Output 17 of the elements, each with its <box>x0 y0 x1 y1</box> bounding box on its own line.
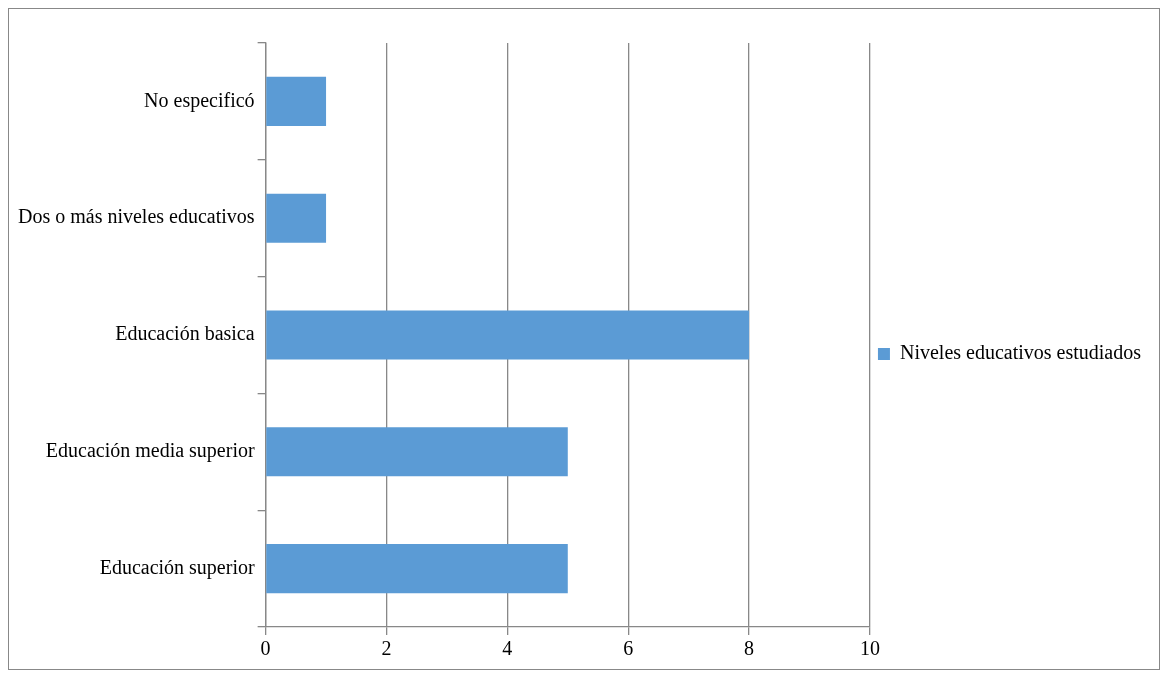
y-tick-label: Educación media superior <box>45 439 255 463</box>
bar <box>266 427 568 477</box>
bar <box>266 76 327 126</box>
y-tick-label: Dos o más niveles educativos <box>18 205 255 228</box>
x-tick-label: 10 <box>859 637 880 660</box>
y-tick-label: Educación basica <box>115 322 255 345</box>
x-tick-label: 4 <box>502 637 513 660</box>
bar <box>266 310 750 360</box>
bar <box>266 193 327 243</box>
bar <box>266 544 568 594</box>
x-tick-label: 2 <box>381 637 392 660</box>
x-tick-label: 8 <box>744 637 755 660</box>
x-tick-label: 6 <box>623 637 634 660</box>
x-tick-label: 0 <box>260 637 271 660</box>
y-tick-label: No especificó <box>144 88 255 112</box>
legend-label: Niveles educativos estudiados <box>899 341 1142 364</box>
y-tick-label: Educación superior <box>99 555 255 579</box>
